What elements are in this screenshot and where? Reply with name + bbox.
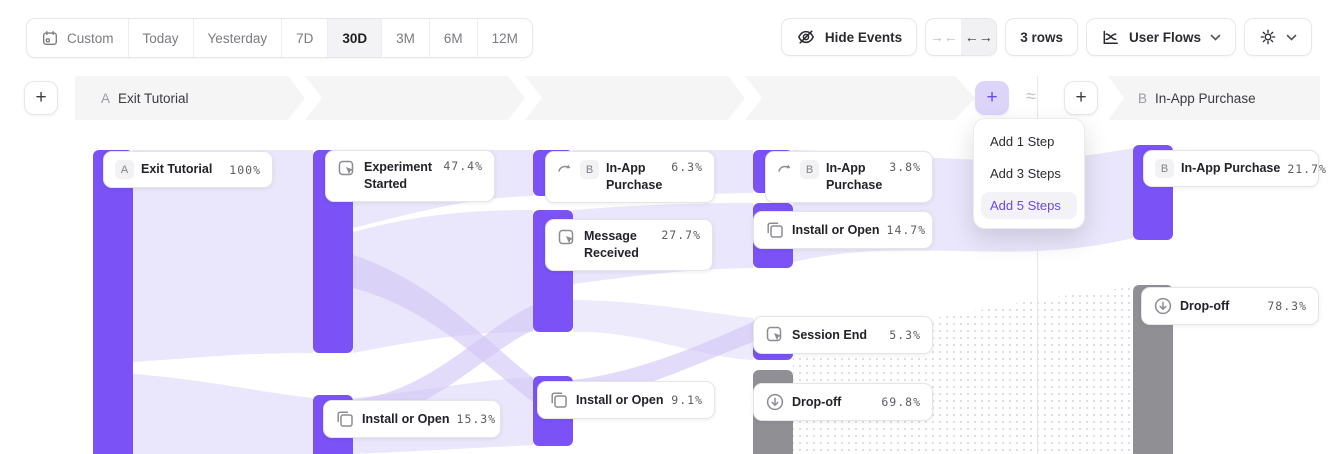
hide-events-button[interactable]: Hide Events bbox=[780, 18, 918, 56]
node-percent: 47.4% bbox=[443, 159, 483, 173]
add-steps-menu: Add 1 Step Add 3 Steps Add 5 Steps bbox=[973, 118, 1085, 229]
node-percent: 5.3% bbox=[889, 328, 921, 342]
node-title: Install or Open bbox=[362, 411, 450, 426]
copy-event-icon bbox=[335, 409, 355, 429]
node-card-message-received[interactable]: Message Received 27.7% bbox=[545, 219, 713, 271]
date-range-today[interactable]: Today bbox=[129, 19, 194, 57]
node-title: Install or Open bbox=[792, 222, 880, 237]
menu-item-add-3-steps[interactable]: Add 3 Steps bbox=[990, 166, 1061, 181]
date-range-custom[interactable]: Custom bbox=[27, 19, 129, 57]
node-card-in-app-purchase-6[interactable]: B In-App Purchase 6.3% bbox=[545, 151, 715, 203]
node-card-experiment-started[interactable]: Experiment Started 47.4% bbox=[325, 150, 495, 202]
eye-off-icon bbox=[796, 27, 816, 47]
step-letter-badge: B bbox=[800, 160, 819, 179]
branch-arrow-icon bbox=[557, 160, 573, 176]
node-percent: 27.7% bbox=[661, 228, 701, 242]
date-range-yesterday[interactable]: Yesterday bbox=[194, 19, 283, 57]
date-range-6m[interactable]: 6M bbox=[430, 19, 478, 57]
node-percent: 9.1% bbox=[671, 393, 703, 407]
node-card-exit-tutorial[interactable]: A Exit Tutorial 100% bbox=[103, 151, 273, 188]
node-card-session-end[interactable]: Session End 5.3% bbox=[753, 316, 933, 354]
step-a-letter: A bbox=[101, 90, 111, 106]
node-title: In-App Purchase bbox=[826, 161, 883, 192]
node-percent: 3.8% bbox=[889, 160, 921, 174]
step-letter-badge: B bbox=[580, 160, 599, 179]
node-card-in-app-purchase-21[interactable]: B In-App Purchase 21.7% bbox=[1143, 150, 1326, 187]
menu-item-add-1-step[interactable]: Add 1 Step bbox=[990, 134, 1055, 149]
date-range-7d[interactable]: 7D bbox=[282, 19, 329, 57]
date-range-label: Custom bbox=[67, 30, 114, 46]
node-percent: 69.8% bbox=[881, 395, 921, 409]
gear-icon bbox=[1259, 28, 1277, 46]
calendar-icon bbox=[41, 29, 59, 47]
add-steps-button-active[interactable]: + bbox=[975, 81, 1009, 115]
node-title: In-App Purchase bbox=[606, 161, 663, 192]
node-title: Exit Tutorial bbox=[141, 162, 213, 177]
branch-arrow-icon bbox=[777, 160, 793, 176]
node-title: Session End bbox=[792, 327, 868, 342]
collapse-columns-button[interactable]: →← bbox=[926, 19, 961, 55]
width-toggle: →← ←→ bbox=[925, 18, 998, 56]
plus-icon: + bbox=[35, 87, 47, 108]
expand-arrows-icon: ←→ bbox=[964, 29, 993, 45]
step-b-label: In-App Purchase bbox=[1155, 90, 1256, 106]
toolbar-right: Hide Events →← ←→ 3 rows User Flows bbox=[780, 18, 1312, 56]
user-flows-chart-icon bbox=[1101, 28, 1120, 47]
chevron-down-icon bbox=[1210, 34, 1221, 41]
step-band-b[interactable]: B In-App Purchase bbox=[1108, 76, 1320, 120]
flow-bar-exit-tutorial[interactable] bbox=[93, 150, 133, 454]
node-title: Install or Open bbox=[576, 392, 664, 407]
node-percent: 15.3% bbox=[456, 412, 497, 426]
node-card-install-or-open-15[interactable]: Install or Open 15.3% bbox=[323, 400, 501, 438]
menu-item-add-5-steps[interactable]: Add 5 Steps bbox=[981, 192, 1077, 219]
node-percent: 21.7% bbox=[1287, 161, 1327, 176]
add-start-step-button[interactable]: + bbox=[24, 81, 58, 115]
node-percent: 14.7% bbox=[886, 223, 927, 237]
date-range-3m[interactable]: 3M bbox=[382, 19, 430, 57]
date-range-12m[interactable]: 12M bbox=[491, 30, 518, 46]
copy-event-icon bbox=[765, 220, 785, 240]
node-title: Drop-off bbox=[1180, 298, 1230, 313]
node-card-install-or-open-14[interactable]: Install or Open 14.7% bbox=[753, 211, 933, 249]
node-title: Drop-off bbox=[792, 394, 842, 409]
step-a-label: Exit Tutorial bbox=[118, 90, 189, 106]
flow-gap-divider bbox=[1037, 76, 1038, 454]
plus-icon: + bbox=[1075, 87, 1087, 108]
node-percent: 100% bbox=[229, 162, 261, 177]
node-title: Experiment Started bbox=[364, 160, 433, 191]
rows-button[interactable]: 3 rows bbox=[1005, 18, 1078, 56]
node-percent: 6.3% bbox=[671, 160, 703, 174]
drop-off-icon bbox=[765, 392, 785, 412]
copy-event-icon bbox=[549, 390, 569, 410]
node-title: In-App Purchase bbox=[1181, 161, 1281, 176]
action-event-icon bbox=[337, 159, 357, 179]
node-card-drop-off-69[interactable]: Drop-off 69.8% bbox=[753, 383, 933, 421]
node-percent: 78.3% bbox=[1267, 299, 1307, 313]
action-event-icon bbox=[557, 228, 577, 248]
plus-icon: + bbox=[986, 87, 998, 108]
chevron-down-icon bbox=[1286, 34, 1297, 41]
drop-off-icon bbox=[1153, 296, 1173, 316]
node-title: Message Received bbox=[584, 229, 639, 260]
date-range-30d[interactable]: 30D bbox=[328, 19, 383, 57]
step-letter-badge: A bbox=[115, 160, 134, 179]
expand-columns-button[interactable]: ←→ bbox=[961, 19, 997, 55]
add-end-step-button[interactable]: + bbox=[1064, 81, 1098, 115]
collapse-arrows-icon: →← bbox=[929, 29, 958, 45]
step-letter-badge: B bbox=[1155, 159, 1174, 178]
node-card-in-app-purchase-3[interactable]: B In-App Purchase 3.8% bbox=[765, 151, 933, 203]
action-event-icon bbox=[765, 325, 785, 345]
node-card-install-or-open-9[interactable]: Install or Open 9.1% bbox=[537, 381, 715, 419]
view-selector-button[interactable]: User Flows bbox=[1085, 18, 1236, 56]
node-card-drop-off-78[interactable]: Drop-off 78.3% bbox=[1141, 287, 1319, 325]
settings-menu-button[interactable] bbox=[1244, 18, 1312, 56]
date-range-control: Custom Today Yesterday 7D 30D 3M 6M 12M bbox=[26, 18, 533, 58]
approx-gap-icon: ≈ bbox=[1026, 86, 1036, 106]
step-b-letter: B bbox=[1138, 90, 1148, 106]
